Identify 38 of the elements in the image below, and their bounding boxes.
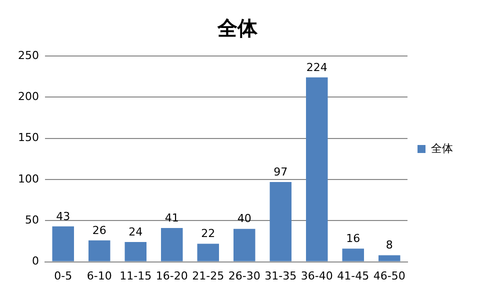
bar: [160, 228, 183, 262]
x-tick-label: 0-5: [54, 269, 72, 282]
x-tick-label: 16-20: [156, 269, 188, 282]
y-tick-label: 150: [18, 131, 39, 144]
data-label: 40: [237, 212, 252, 226]
y-tick-label: 0: [32, 254, 39, 268]
x-tick-label: 36-40: [300, 269, 333, 282]
chart-title: 全体: [216, 16, 258, 40]
y-tick-label: 200: [18, 90, 39, 104]
bar: [88, 240, 110, 262]
y-tick-label: 100: [18, 172, 39, 186]
x-tick-label: 26-30: [228, 269, 260, 282]
x-tick-label: 6-10: [86, 269, 112, 282]
bar: [342, 248, 364, 262]
data-label: 224: [306, 60, 328, 74]
y-tick-label: 50: [24, 214, 39, 226]
data-label: 24: [128, 225, 143, 238]
bar: [378, 255, 400, 262]
data-label: 26: [92, 224, 106, 237]
bar: [306, 77, 328, 262]
x-tick-label: 41-45: [337, 269, 370, 282]
data-label: 16: [346, 232, 360, 245]
bar: [52, 226, 74, 262]
data-label: 22: [201, 227, 216, 240]
bar: [124, 242, 146, 262]
bar: [197, 244, 219, 262]
x-tick-label: 31-35: [264, 269, 297, 282]
x-tick-label: 11-15: [120, 269, 152, 282]
data-label: 41: [164, 211, 179, 224]
bar: [270, 182, 292, 262]
x-tick-label: 46-50: [373, 269, 406, 282]
legend-label: 全体: [431, 142, 453, 155]
data-label: 43: [56, 210, 70, 223]
data-label: 97: [274, 165, 288, 178]
data-label: 8: [386, 238, 393, 252]
x-tick-label: 21-25: [192, 269, 224, 282]
y-tick-label: 250: [18, 48, 39, 62]
bar: [234, 228, 256, 262]
